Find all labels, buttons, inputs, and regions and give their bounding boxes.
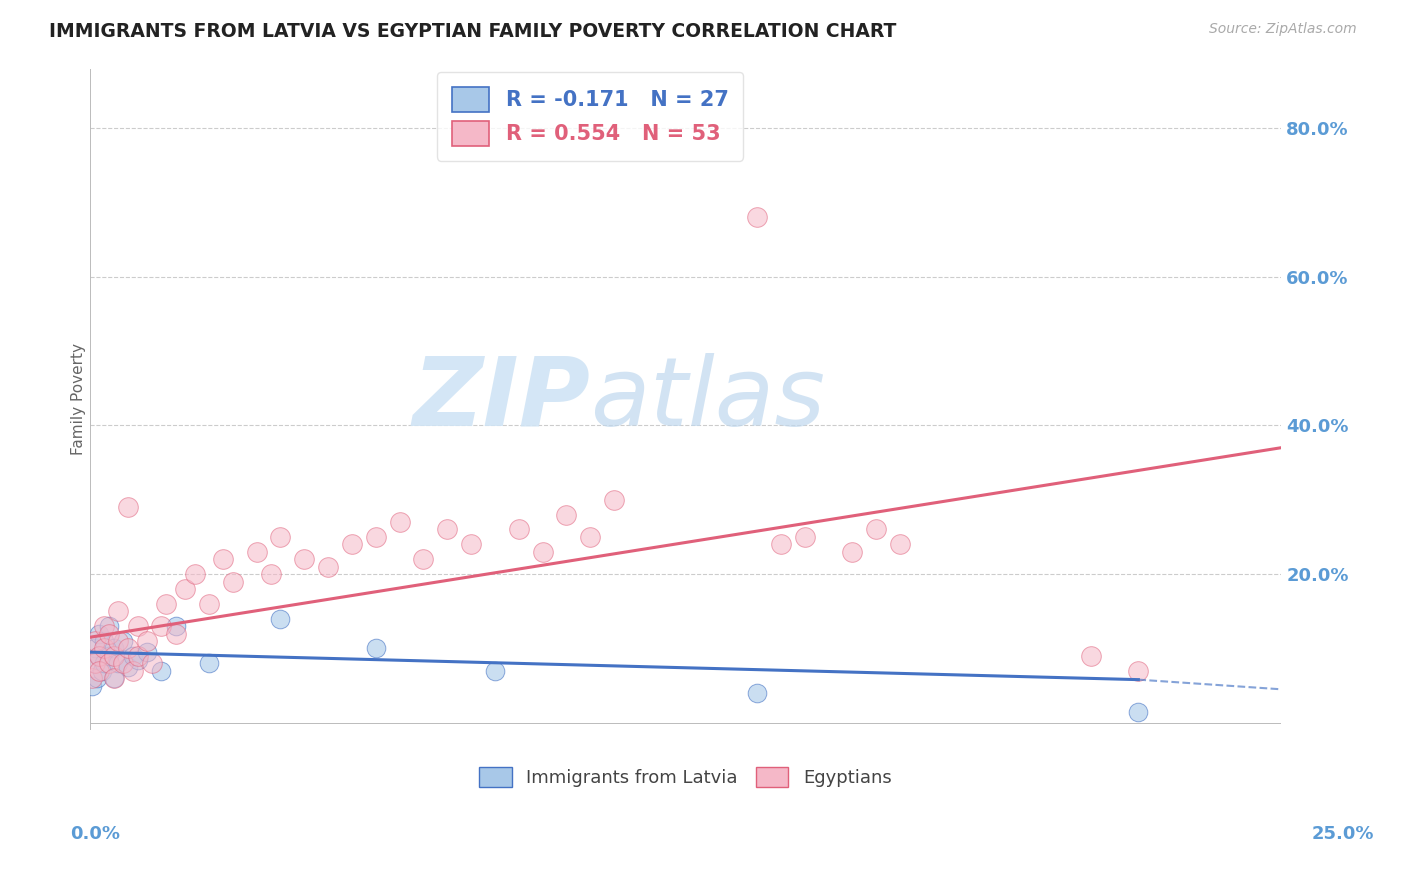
- Point: [89, 648, 111, 663]
- Point: [165, 619, 187, 633]
- Point: [93, 619, 115, 633]
- Point: [793, 530, 815, 544]
- Point: [412, 552, 434, 566]
- Point: [269, 612, 291, 626]
- Point: [127, 648, 149, 663]
- Text: 0.0%: 0.0%: [70, 825, 121, 843]
- Point: [246, 545, 269, 559]
- Point: [865, 523, 887, 537]
- Point: [107, 634, 129, 648]
- Point: [364, 530, 387, 544]
- Point: [103, 671, 125, 685]
- Point: [150, 619, 173, 633]
- Point: [136, 634, 159, 648]
- Text: atlas: atlas: [591, 353, 825, 446]
- Point: [292, 552, 315, 566]
- Point: [198, 657, 221, 671]
- Point: [107, 657, 129, 671]
- Point: [136, 645, 159, 659]
- Y-axis label: Family Poverty: Family Poverty: [72, 343, 86, 455]
- Point: [531, 545, 554, 559]
- Point: [769, 537, 792, 551]
- Point: [103, 641, 125, 656]
- Point: [508, 523, 530, 537]
- Point: [97, 657, 120, 671]
- Point: [97, 648, 120, 663]
- Point: [1128, 664, 1150, 678]
- Point: [603, 492, 626, 507]
- Point: [183, 567, 205, 582]
- Point: [364, 641, 387, 656]
- Point: [269, 530, 291, 544]
- Point: [89, 648, 111, 663]
- Point: [117, 500, 139, 515]
- Point: [141, 657, 163, 671]
- Point: [174, 582, 197, 596]
- Point: [889, 537, 911, 551]
- Point: [97, 626, 120, 640]
- Point: [222, 574, 245, 589]
- Point: [121, 664, 143, 678]
- Point: [316, 559, 339, 574]
- Point: [127, 619, 149, 633]
- Text: 25.0%: 25.0%: [1312, 825, 1374, 843]
- Point: [484, 664, 506, 678]
- Point: [117, 660, 139, 674]
- Point: [121, 648, 143, 663]
- Point: [82, 671, 104, 685]
- Point: [155, 597, 177, 611]
- Point: [103, 648, 125, 663]
- Text: IMMIGRANTS FROM LATVIA VS EGYPTIAN FAMILY POVERTY CORRELATION CHART: IMMIGRANTS FROM LATVIA VS EGYPTIAN FAMIL…: [49, 22, 897, 41]
- Point: [127, 652, 149, 666]
- Point: [1128, 705, 1150, 719]
- Point: [83, 657, 105, 671]
- Point: [89, 626, 111, 640]
- Point: [165, 626, 187, 640]
- Point: [745, 686, 768, 700]
- Point: [103, 671, 125, 685]
- Point: [260, 567, 283, 582]
- Point: [82, 679, 104, 693]
- Point: [340, 537, 363, 551]
- Point: [150, 664, 173, 678]
- Legend: Immigrants from Latvia, Egyptians: Immigrants from Latvia, Egyptians: [472, 760, 898, 794]
- Point: [555, 508, 578, 522]
- Point: [90, 664, 112, 678]
- Text: Source: ZipAtlas.com: Source: ZipAtlas.com: [1209, 22, 1357, 37]
- Text: ZIP: ZIP: [412, 353, 591, 446]
- Point: [1080, 648, 1102, 663]
- Point: [460, 537, 482, 551]
- Point: [117, 641, 139, 656]
- Point: [97, 619, 120, 633]
- Point: [212, 552, 235, 566]
- Point: [83, 634, 105, 648]
- Point: [93, 657, 115, 671]
- Point: [841, 545, 863, 559]
- Point: [579, 530, 602, 544]
- Point: [89, 664, 111, 678]
- Point: [388, 515, 411, 529]
- Point: [107, 604, 129, 618]
- Point: [436, 523, 458, 537]
- Point: [93, 634, 115, 648]
- Point: [83, 657, 105, 671]
- Point: [93, 641, 115, 656]
- Point: [112, 657, 135, 671]
- Point: [198, 597, 221, 611]
- Point: [83, 641, 105, 656]
- Point: [86, 671, 108, 685]
- Point: [112, 634, 135, 648]
- Point: [745, 211, 768, 225]
